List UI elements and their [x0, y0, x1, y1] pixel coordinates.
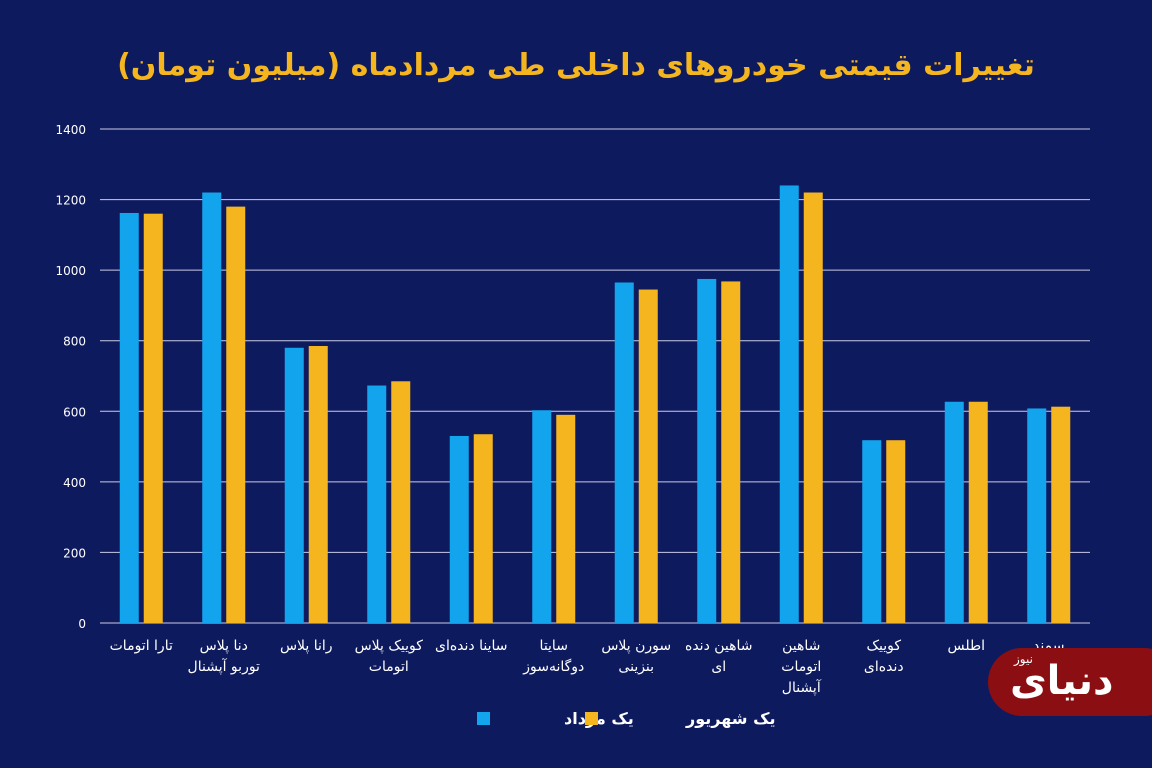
x-tick-label: اطلس [947, 638, 985, 654]
bar-series1 [779, 185, 799, 623]
x-tick-label: دنا پلاس [200, 638, 248, 654]
x-tick-label: کوییک پلاس [355, 638, 424, 654]
bar-series2 [143, 213, 163, 623]
x-tick-label: توربو آپشنال [188, 658, 261, 675]
x-tick-label: شاهین دنده [685, 638, 753, 654]
bar-series2 [473, 434, 493, 623]
bar-series2 [886, 440, 906, 623]
bar-series1 [944, 401, 964, 623]
chart-title: تغییرات قیمتی خودروهای داخلی طی مردادماه… [117, 48, 1035, 83]
bar-series1 [367, 385, 387, 623]
bar-series1 [284, 347, 304, 623]
x-tick-label: آپشنال [782, 679, 822, 696]
x-tick-label: رانا پلاس [280, 638, 333, 654]
x-tick-label: ای [711, 659, 726, 675]
bar-series1 [862, 440, 882, 623]
x-tick-label: اتومات [369, 659, 409, 675]
x-tick-label: اتومات [781, 659, 821, 675]
legend-swatch [585, 712, 598, 725]
legend-label: یک شهریور [685, 709, 775, 728]
logo-main-text: دنیای [1010, 658, 1114, 704]
x-tick-label: بنزینی [618, 659, 654, 675]
y-tick-label: 600 [63, 405, 86, 419]
x-tick-label: سایتا [540, 638, 568, 654]
x-tick-label: شاهین [782, 638, 820, 654]
y-tick-label: 1400 [55, 123, 86, 137]
x-tick-label: تارا اتومات [110, 638, 173, 654]
x-tick-label: دوگانه‌سوز [522, 658, 584, 675]
bar-series1 [697, 278, 717, 623]
bar-series1 [119, 212, 139, 624]
y-tick-label: 1200 [55, 194, 86, 208]
y-tick-label: 400 [63, 476, 86, 490]
bar-series2 [1051, 406, 1071, 623]
legend-swatch [477, 712, 490, 725]
logo-sub-text: نیوز [1014, 652, 1033, 666]
bar-series2 [721, 281, 741, 623]
bar-series1 [1027, 408, 1047, 623]
y-tick-label: 800 [63, 335, 86, 349]
x-tick-label: سورن پلاس [601, 638, 671, 654]
bar-series1 [202, 192, 222, 623]
bar-series1 [532, 410, 552, 623]
x-tick-label: کوییک [866, 638, 901, 654]
x-tick-label: دنده‌ای [864, 659, 904, 675]
bar-series2 [803, 192, 823, 623]
bar-series1 [614, 282, 634, 623]
y-tick-label: 200 [63, 546, 86, 560]
x-tick-label: ساینا دنده‌ای [435, 638, 508, 654]
bar-series1 [449, 435, 469, 623]
bar-series2 [968, 401, 988, 623]
brand-logo: نیوز دنیای [988, 648, 1152, 716]
bar-series2 [638, 289, 658, 623]
bar-series2 [391, 381, 411, 623]
y-tick-label: 1000 [55, 264, 86, 278]
bar-series2 [308, 346, 328, 623]
legend-label: یک مرداد [564, 709, 634, 728]
bar-series2 [556, 414, 576, 623]
y-tick-label: 0 [78, 617, 86, 631]
bar-series2 [226, 206, 246, 623]
